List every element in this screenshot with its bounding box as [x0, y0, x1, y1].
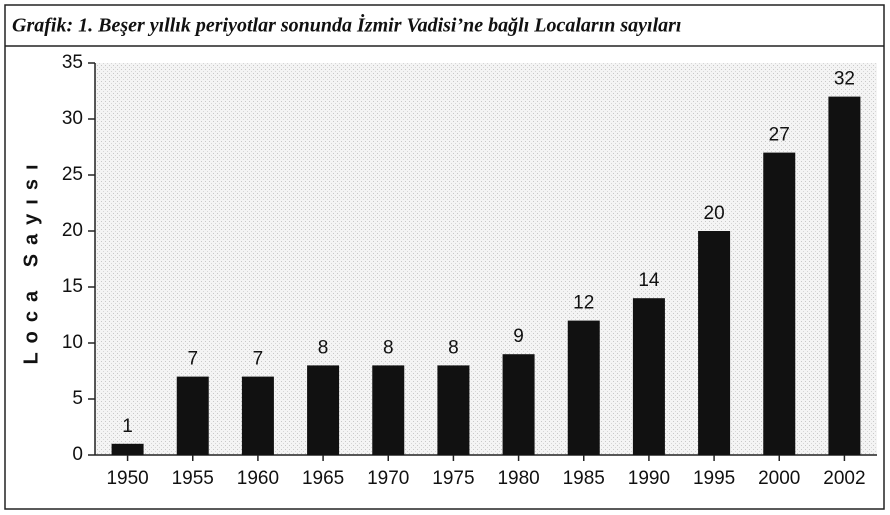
bar	[372, 365, 405, 455]
x-tick-label: 1950	[106, 468, 148, 489]
bar	[502, 354, 535, 455]
bar	[828, 96, 861, 455]
x-tick-label: 1980	[497, 468, 539, 489]
x-tick-label: 1960	[237, 468, 279, 489]
value-label: 32	[834, 69, 855, 90]
y-axis-label: Loca Sayısı	[20, 155, 42, 364]
y-tick-label: 15	[62, 276, 83, 297]
value-label: 9	[513, 326, 524, 347]
bar	[307, 365, 340, 455]
x-tick-label: 2002	[823, 468, 865, 489]
x-tick-label: 1965	[302, 468, 344, 489]
x-tick-label: 1975	[432, 468, 474, 489]
bar	[632, 298, 665, 455]
value-label: 8	[383, 337, 394, 358]
y-tick-label: 0	[72, 444, 83, 465]
x-tick-label: 2000	[758, 468, 800, 489]
y-tick-label: 20	[62, 220, 83, 241]
x-tick-label: 1970	[367, 468, 409, 489]
bar	[437, 365, 470, 455]
value-label: 8	[318, 337, 329, 358]
plot-background	[95, 63, 877, 455]
bar	[176, 376, 209, 455]
bar	[111, 443, 144, 455]
value-label: 7	[187, 349, 198, 370]
x-tick-label: 1985	[563, 468, 605, 489]
y-tick-label: 30	[62, 108, 83, 129]
y-tick-label: 25	[62, 164, 83, 185]
value-label: 1	[122, 416, 133, 437]
bar	[698, 231, 731, 455]
chart-title: Grafik: 1. Beşer yıllık periyotlar sonun…	[12, 13, 682, 37]
value-label: 12	[573, 293, 594, 314]
value-label: 20	[704, 203, 725, 224]
frame	[4, 4, 885, 510]
bar	[567, 320, 600, 455]
value-label: 27	[769, 125, 790, 146]
bar	[241, 376, 274, 455]
x-tick-label: 1995	[693, 468, 735, 489]
value-label: 14	[638, 270, 660, 291]
y-tick-label: 5	[72, 388, 83, 409]
value-label: 7	[253, 349, 264, 370]
y-tick-label: 35	[62, 52, 83, 73]
x-tick-label: 1955	[172, 468, 214, 489]
bar	[763, 152, 796, 455]
x-tick-label: 1990	[628, 468, 670, 489]
value-label: 8	[448, 337, 459, 358]
y-tick-label: 10	[62, 332, 83, 353]
